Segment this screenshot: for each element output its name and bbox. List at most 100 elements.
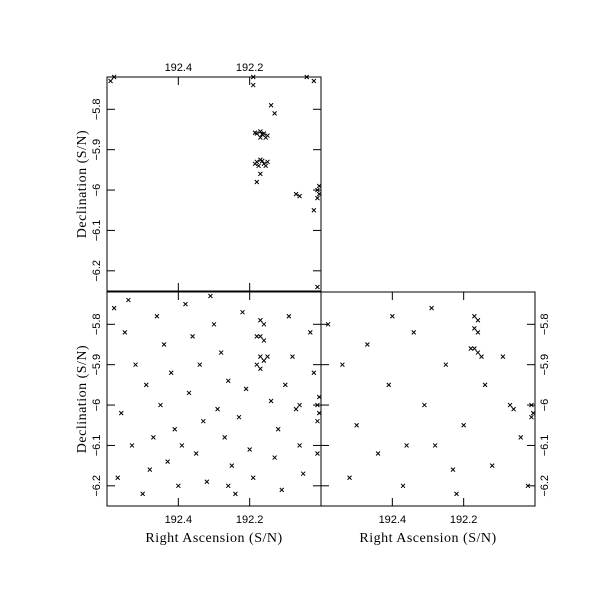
data-point: [200, 418, 206, 424]
y-tick-label: −6.2: [91, 260, 103, 282]
data-point: [265, 354, 270, 359]
y-tick-label: −5.8: [91, 313, 103, 335]
data-point: [140, 491, 146, 497]
data-point: [183, 301, 188, 307]
data-point: [468, 346, 474, 351]
data-point: [489, 463, 495, 468]
data-point: [316, 183, 322, 189]
data-point: [272, 455, 277, 460]
data-point: [475, 350, 481, 355]
data-point: [243, 386, 249, 392]
data-point: [258, 135, 263, 140]
data-point: [222, 435, 228, 440]
data-point: [529, 414, 534, 420]
data-point: [108, 78, 113, 84]
data-point: [265, 159, 270, 165]
data-point: [272, 110, 277, 116]
data-point: [250, 475, 256, 481]
y-tick-label: −6: [91, 399, 103, 412]
data-point: [129, 443, 135, 448]
data-point: [143, 382, 149, 388]
data-point: [404, 443, 409, 448]
data-point: [261, 338, 267, 343]
data-point: [400, 483, 406, 489]
y-tick-label: −6: [539, 399, 551, 412]
data-point: [175, 483, 181, 489]
data-point: [179, 443, 185, 448]
data-point: [126, 297, 131, 303]
x-tick-label: 192.4: [165, 514, 193, 526]
data-point: [211, 321, 217, 327]
data-point: [233, 491, 238, 497]
data-point: [197, 362, 203, 368]
data-point: [252, 130, 258, 136]
x-axis-label: Right Ascension (S/N): [145, 531, 282, 546]
data-point: [293, 406, 299, 412]
data-point: [158, 402, 163, 408]
data-point: [530, 410, 536, 416]
data-point: [258, 317, 263, 323]
data-point: [518, 435, 524, 440]
data-point: [258, 171, 263, 177]
data-point: [258, 354, 263, 359]
data-point: [154, 313, 160, 319]
data-point: [472, 325, 477, 331]
data-point: [472, 346, 477, 351]
data-point: [511, 406, 516, 412]
data-point: [225, 483, 231, 489]
data-point: [454, 491, 459, 497]
data-point: [275, 426, 281, 432]
data-point: [122, 330, 128, 335]
data-point: [311, 78, 317, 84]
y-tick-label: −6.1: [539, 435, 551, 457]
data-point: [300, 471, 306, 477]
data-point: [240, 309, 245, 315]
data-point: [315, 284, 320, 290]
data-point: [311, 207, 317, 213]
x-tick-label: 192.2: [236, 62, 264, 74]
data-point: [151, 435, 156, 440]
data-point: [254, 179, 260, 185]
x-axis-label: Right Ascension (S/N): [359, 531, 496, 546]
data-point: [256, 163, 261, 169]
data-point: [297, 402, 302, 408]
data-point: [297, 443, 302, 448]
x-tick-label: 192.2: [450, 514, 478, 526]
data-point: [252, 161, 258, 167]
data-point: [225, 378, 231, 384]
data-point: [229, 463, 235, 468]
data-point: [432, 443, 438, 448]
data-point: [204, 479, 210, 485]
data-point: [133, 362, 138, 368]
data-point: [168, 370, 174, 376]
data-point: [250, 82, 256, 88]
data-point: [259, 158, 265, 164]
data-point: [165, 459, 170, 464]
data-point: [315, 195, 320, 201]
data-point: [354, 422, 360, 428]
data-point: [529, 402, 534, 408]
plot-frame: [320, 291, 536, 507]
data-point: [375, 451, 381, 456]
data-point: [461, 422, 467, 428]
data-point: [315, 418, 320, 424]
y-tick-label: −5.9: [91, 139, 103, 161]
data-point: [311, 370, 317, 376]
data-point: [386, 382, 392, 388]
y-tick-label: −5.9: [91, 354, 103, 376]
data-point: [422, 402, 427, 408]
plot-frame: [106, 76, 322, 292]
data-point: [208, 293, 213, 299]
data-point: [315, 402, 320, 408]
data-point: [286, 313, 292, 319]
data-point: [193, 451, 199, 456]
data-point: [236, 414, 242, 420]
y-axis-label: Declination (S/N): [75, 130, 90, 238]
data-point: [118, 410, 124, 416]
data-point: [411, 330, 417, 335]
data-point: [258, 129, 263, 134]
data-point: [215, 406, 220, 412]
data-point: [290, 354, 295, 359]
data-point: [247, 447, 253, 452]
y-axis-label: Declination (S/N): [75, 345, 90, 453]
